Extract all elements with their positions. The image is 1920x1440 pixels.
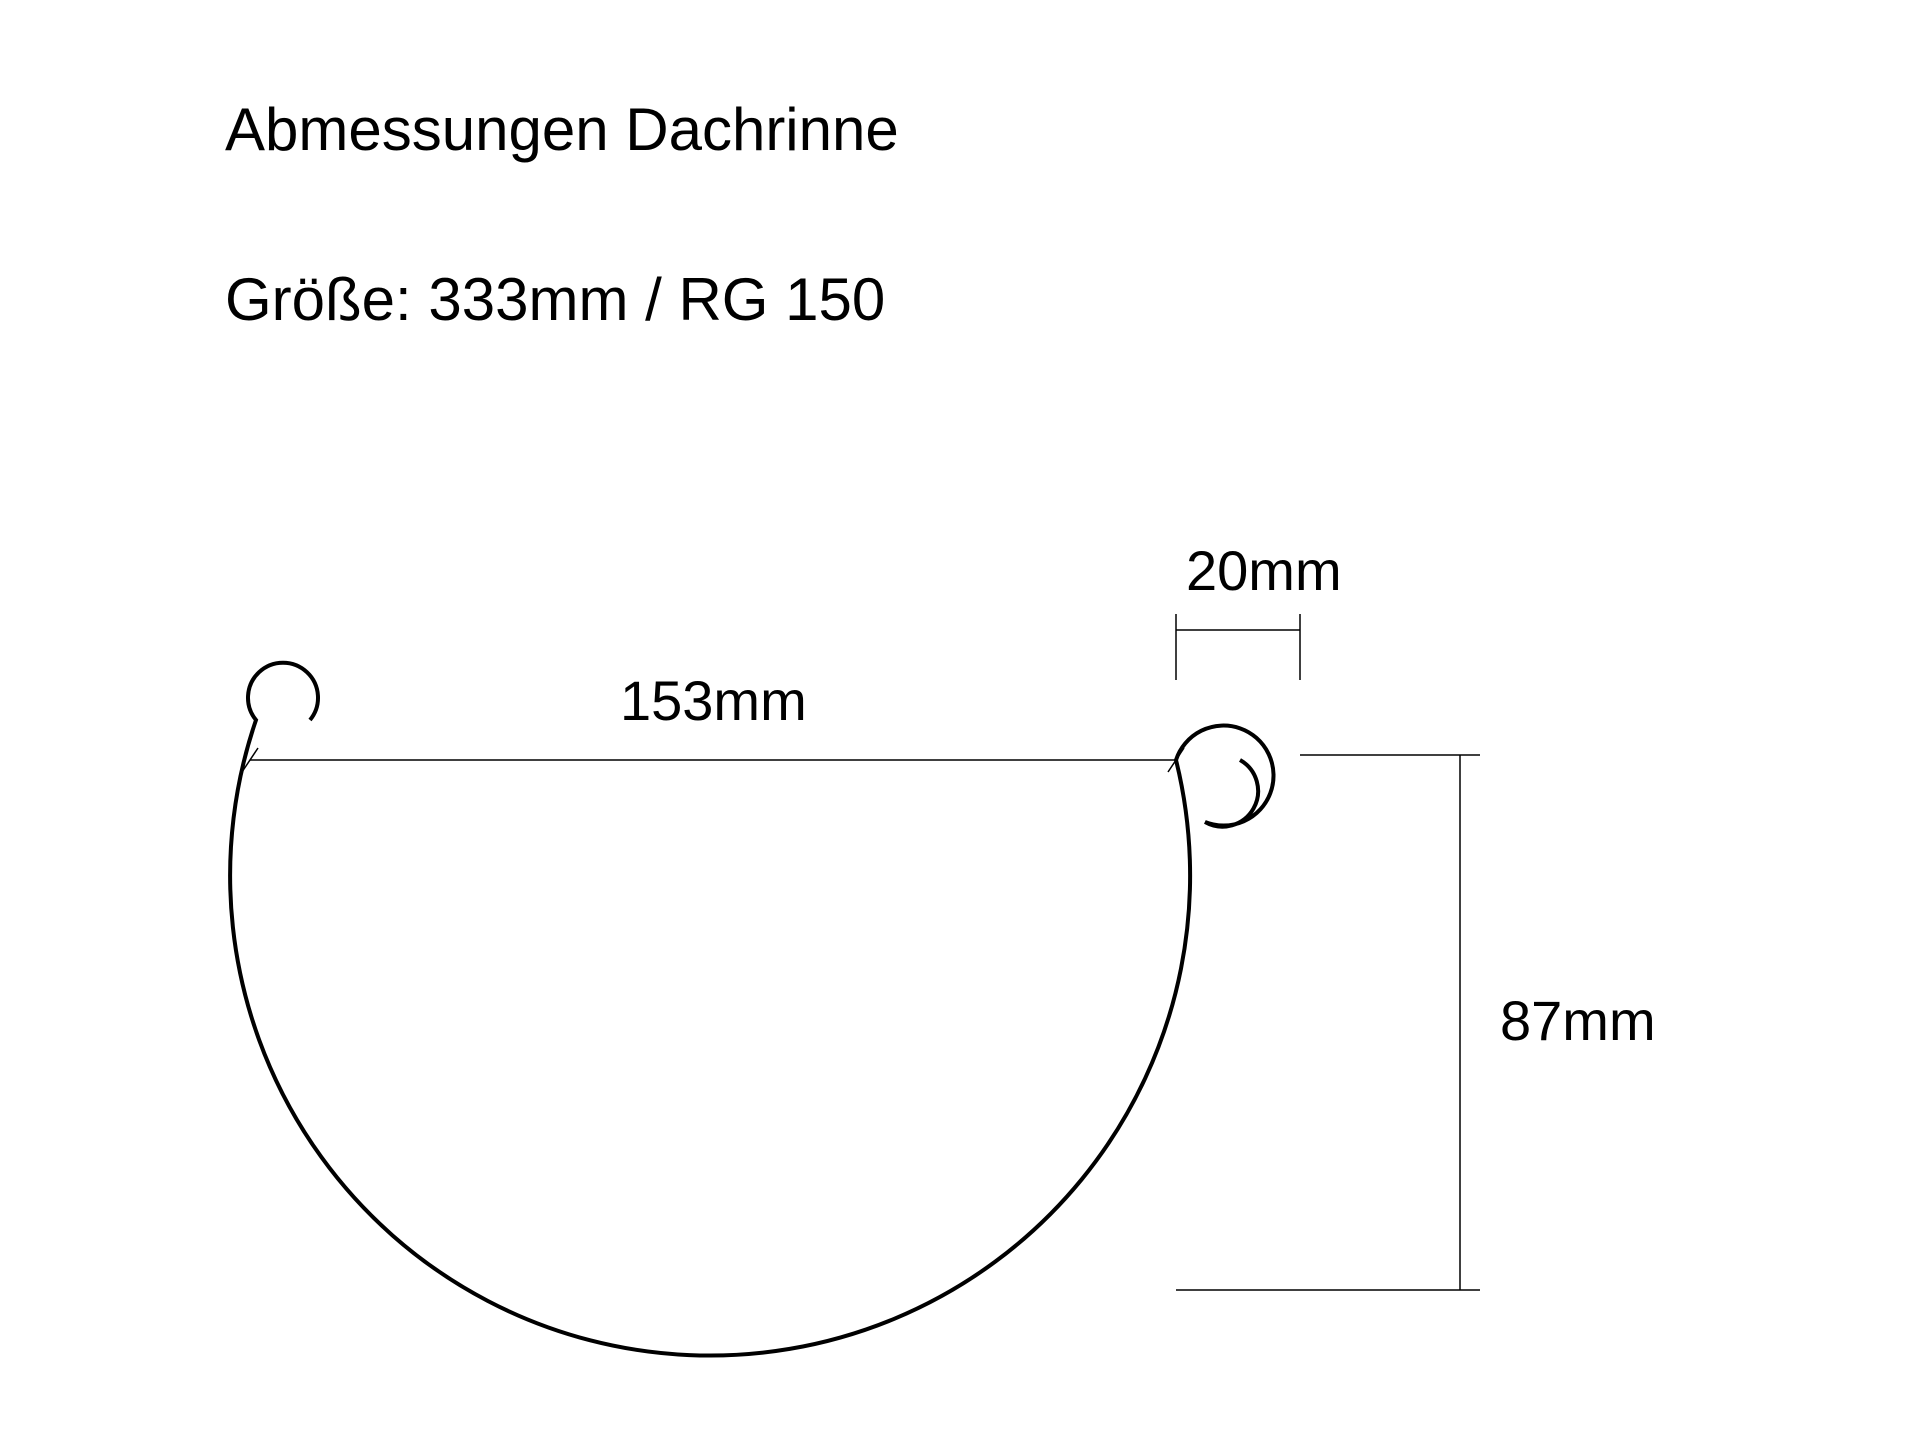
drawing-title: Abmessungen Dachrinne — [225, 96, 899, 163]
technical-drawing: Abmessungen Dachrinne Größe: 333mm / RG … — [0, 0, 1920, 1440]
bead-dimension-label: 20mm — [1186, 539, 1342, 602]
bead-dimension — [1176, 614, 1300, 680]
gutter-profile — [230, 663, 1273, 1356]
height-dimension — [1176, 755, 1480, 1290]
size-label: Größe: 333mm / RG 150 — [225, 266, 885, 333]
width-dimension — [242, 748, 1184, 772]
width-dimension-label: 153mm — [620, 669, 807, 732]
height-dimension-label: 87mm — [1500, 989, 1656, 1052]
